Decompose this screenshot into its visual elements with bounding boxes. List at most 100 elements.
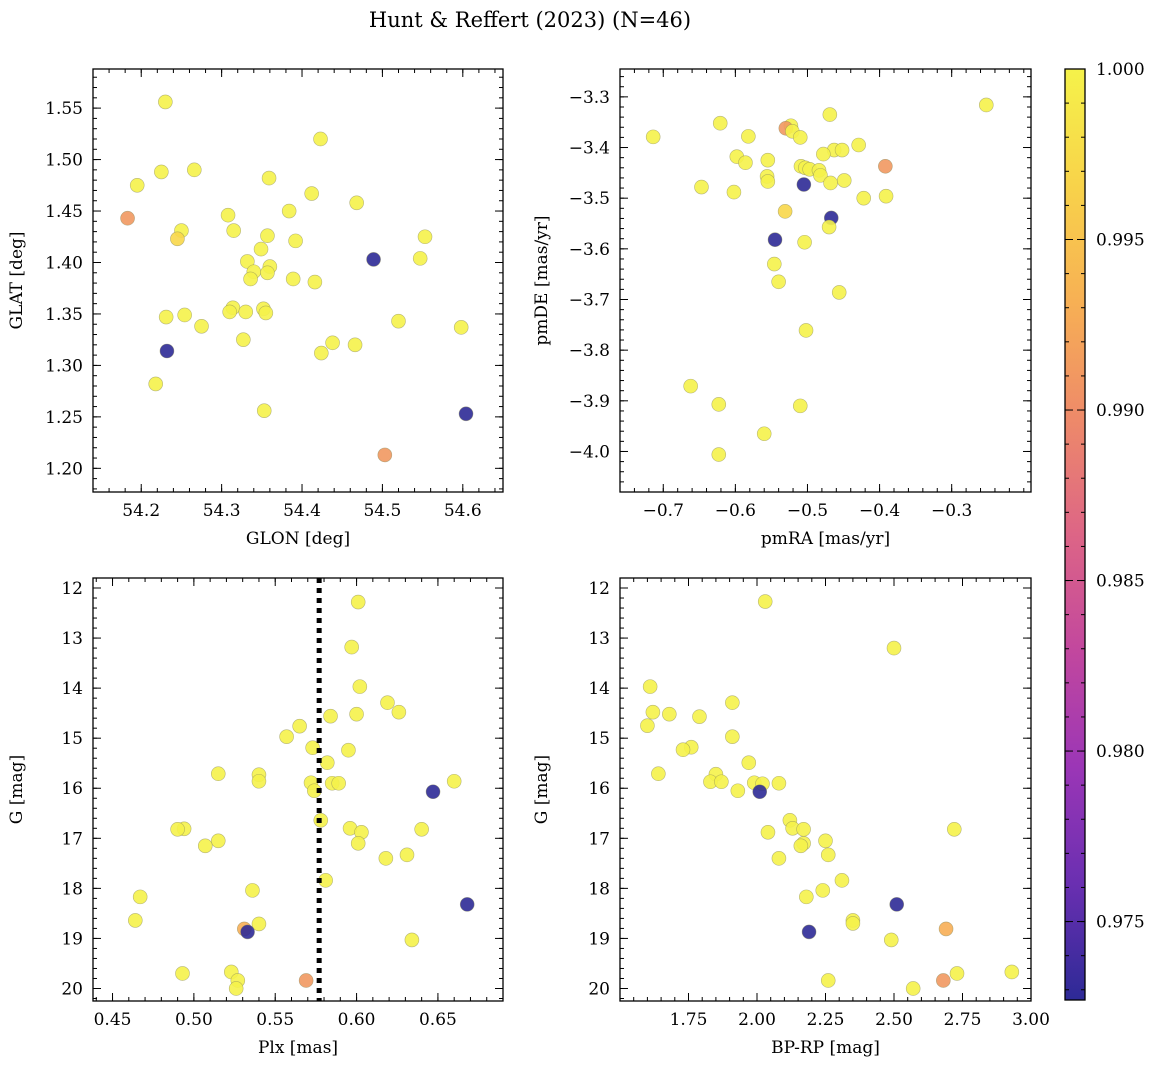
- data-point: [905, 981, 921, 996]
- data-point: [446, 773, 462, 789]
- x-tick-label: 3.00: [1012, 1010, 1050, 1030]
- data-point: [777, 204, 793, 219]
- data-point: [453, 320, 469, 335]
- data-point: [818, 833, 833, 849]
- data-point: [978, 97, 994, 113]
- data-point: [307, 274, 323, 290]
- x-tick-label: 0.45: [94, 1010, 132, 1030]
- y-tick-label: −3.8: [569, 341, 610, 361]
- x-tick-label: 2.00: [738, 1010, 776, 1030]
- data-point: [120, 210, 135, 226]
- data-point: [760, 174, 776, 189]
- x-tick-label: 54.4: [283, 501, 321, 521]
- figure-title: Hunt & Reffert (2023) (N=46): [369, 8, 691, 32]
- data-point: [281, 203, 297, 219]
- data-point: [1004, 964, 1020, 980]
- data-point: [797, 234, 812, 250]
- data-point: [752, 784, 768, 800]
- data-point: [886, 640, 902, 656]
- data-point: [251, 773, 267, 789]
- y-tick-label: −3.3: [569, 88, 610, 108]
- x-tick-label: 0.50: [175, 1010, 213, 1030]
- x-tick-label: 1.75: [670, 1010, 708, 1030]
- data-point: [878, 158, 893, 174]
- data-point: [823, 175, 838, 191]
- data-point: [883, 932, 899, 948]
- data-points: [640, 594, 1020, 996]
- data-point: [640, 718, 655, 733]
- data-point: [851, 137, 866, 153]
- x-tick-label: 2.50: [875, 1010, 913, 1030]
- data-point: [757, 594, 773, 609]
- data-point: [675, 742, 691, 758]
- axes-frame: [619, 577, 1032, 1002]
- data-point: [936, 973, 951, 988]
- data-point: [380, 695, 395, 710]
- data-point: [240, 924, 255, 940]
- y-tick-label: 20: [588, 979, 610, 999]
- data-point: [831, 285, 847, 300]
- data-point: [366, 252, 381, 267]
- data-point: [243, 271, 258, 287]
- y-axis-label: G [mag]: [532, 755, 552, 824]
- y-axis-label: GLAT [deg]: [7, 231, 27, 329]
- data-point: [459, 897, 475, 912]
- y-tick-label: −3.4: [569, 139, 610, 159]
- data-points: [645, 97, 994, 462]
- data-point: [645, 704, 661, 720]
- y-tick-label: 19: [61, 929, 83, 949]
- data-point: [279, 729, 294, 744]
- y-tick-label: 14: [588, 679, 610, 699]
- data-point: [245, 883, 260, 898]
- data-point: [878, 188, 894, 204]
- data-point: [683, 378, 698, 394]
- y-tick-label: 16: [61, 779, 83, 799]
- y-tick-label: 19: [588, 929, 610, 949]
- data-point: [158, 309, 174, 325]
- data-point: [820, 847, 836, 863]
- y-tick-label: 13: [61, 629, 83, 649]
- data-point: [292, 718, 307, 734]
- data-point: [726, 184, 742, 200]
- data-point: [260, 228, 275, 244]
- y-tick-label: −3.6: [569, 240, 610, 260]
- y-tick-label: 1.35: [45, 305, 83, 325]
- data-point: [949, 966, 965, 981]
- y-tick-label: −3.9: [569, 392, 610, 412]
- data-point: [741, 129, 756, 144]
- y-tick-label: 14: [61, 679, 83, 699]
- data-point: [796, 177, 812, 192]
- panel-color-magnitude: 1.75 2.00 2.25 2.50 2.75 3.00 12 13 14 15 16 17 18 19…: [532, 577, 1050, 1058]
- data-point: [323, 708, 338, 724]
- y-tick-label: 12: [588, 579, 610, 599]
- colorbar-gradient: [1065, 69, 1085, 1000]
- data-point: [256, 403, 272, 418]
- data-point: [159, 343, 175, 359]
- y-tick-label: 18: [588, 879, 610, 899]
- colorbar-tick-label: 0.975: [1096, 913, 1145, 933]
- x-tick-label: 54.3: [203, 501, 241, 521]
- data-point: [938, 921, 954, 937]
- data-point: [349, 195, 364, 211]
- data-point: [816, 146, 831, 162]
- data-point: [834, 873, 850, 888]
- data-point: [260, 265, 275, 281]
- data-point: [325, 335, 340, 351]
- x-tick-label: −0.6: [715, 501, 756, 521]
- data-point: [175, 966, 190, 981]
- data-point: [305, 740, 320, 756]
- data-point: [238, 304, 254, 320]
- y-tick-label: 17: [588, 829, 610, 849]
- data-point: [298, 973, 314, 988]
- data-point: [738, 155, 753, 171]
- data-point: [834, 142, 850, 158]
- data-point: [692, 709, 707, 724]
- axes-frame: [92, 68, 504, 493]
- data-point: [822, 107, 838, 122]
- data-point: [651, 766, 666, 782]
- data-point: [399, 847, 415, 863]
- x-axis-label: pmRA [mas/yr]: [761, 529, 890, 549]
- data-point: [712, 115, 728, 131]
- data-point: [132, 889, 148, 905]
